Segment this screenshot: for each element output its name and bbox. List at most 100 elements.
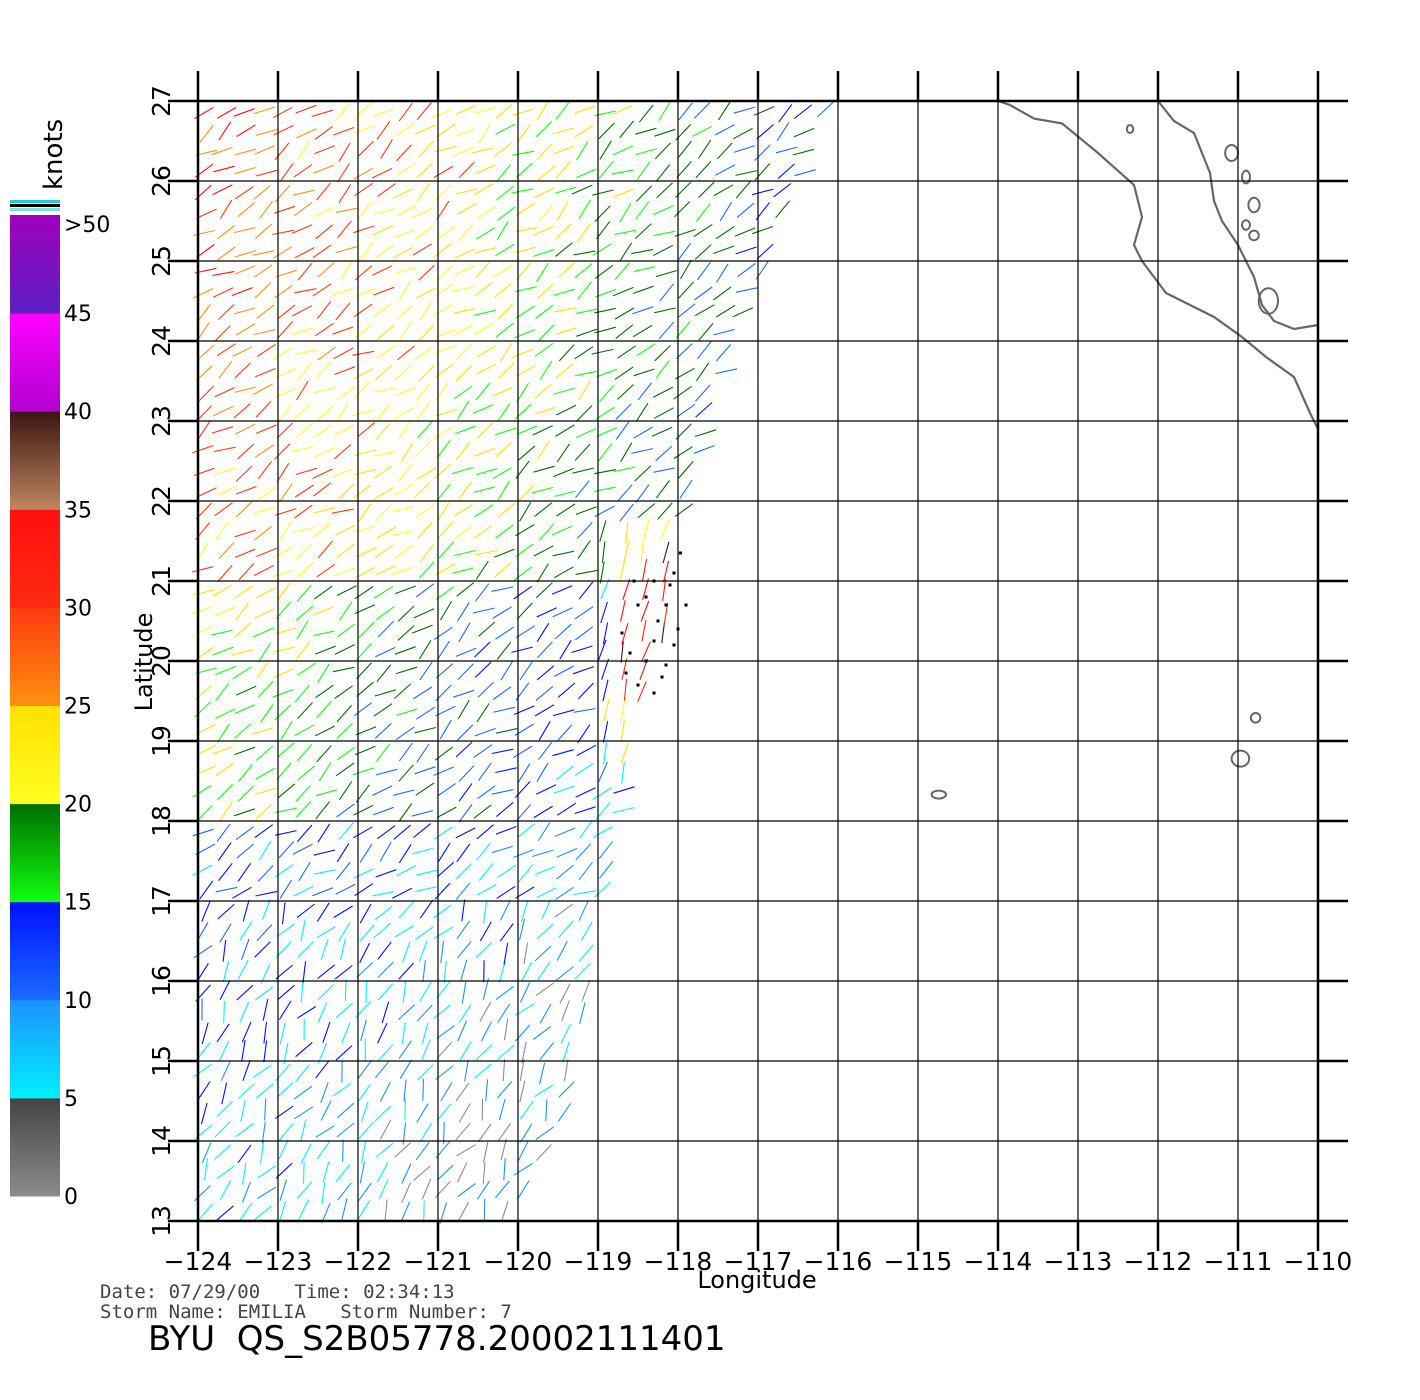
storm-center-dot <box>672 643 676 647</box>
wind-vector <box>217 723 230 743</box>
wind-vector <box>320 938 329 961</box>
wind-vector <box>411 624 433 634</box>
wind-vector <box>276 582 291 602</box>
wind-vector <box>598 443 613 462</box>
wind-vector <box>472 404 494 414</box>
wind-vector <box>251 727 274 735</box>
wind-vector <box>356 962 374 978</box>
wind-vector <box>437 521 454 539</box>
wind-vector <box>274 205 296 214</box>
wind-vector <box>536 101 549 121</box>
wind-vector <box>576 522 593 539</box>
wind-vector <box>513 585 533 600</box>
wind-vector <box>735 246 757 255</box>
wind-vector <box>376 526 397 539</box>
wind-vector <box>612 807 635 814</box>
wind-vector-field <box>191 101 834 1224</box>
latitude-tick-label: 15 <box>147 1045 176 1077</box>
wind-vector <box>500 1138 507 1161</box>
wind-vector <box>377 620 394 638</box>
wind-vector <box>199 124 214 143</box>
wind-vector <box>279 1022 286 1045</box>
wind-vector <box>497 206 516 221</box>
wind-vector <box>658 321 675 340</box>
wind-vector <box>212 646 234 656</box>
wind-vector <box>415 225 434 240</box>
wind-vector <box>454 549 476 557</box>
wind-vector <box>312 606 334 616</box>
wind-vector <box>314 725 336 737</box>
wind-vector <box>558 1081 575 1098</box>
wind-vector <box>475 227 496 240</box>
wind-vector <box>515 625 536 639</box>
wind-vector <box>416 402 431 421</box>
wind-vector <box>295 104 317 114</box>
wind-vector <box>592 189 614 196</box>
wind-vector <box>656 182 673 199</box>
wind-vector <box>273 546 294 558</box>
wind-vector <box>261 899 271 920</box>
wind-vector <box>264 1098 267 1121</box>
wind-vector <box>631 248 654 255</box>
wind-vector <box>515 305 535 319</box>
wind-vector <box>617 384 634 400</box>
wind-vector <box>493 548 515 558</box>
wind-vector <box>332 468 354 478</box>
longitude-tick-label: −117 <box>724 1247 793 1276</box>
wind-vector <box>617 484 633 502</box>
wind-vector <box>652 386 674 398</box>
wind-vector <box>394 925 414 938</box>
wind-vector <box>354 381 370 399</box>
wind-vector <box>732 307 754 318</box>
wind-vector <box>475 164 496 175</box>
wind-vector <box>554 827 576 838</box>
wind-vector <box>293 1085 313 1100</box>
wind-vector <box>619 202 632 223</box>
wind-vector <box>551 525 573 536</box>
wind-vector <box>263 1021 268 1044</box>
wind-vector <box>313 522 331 538</box>
wind-vector <box>217 903 235 920</box>
wind-vector <box>539 1042 555 1060</box>
latitude-tick-label: 17 <box>147 885 176 917</box>
wind-vector <box>215 708 236 719</box>
wind-vector <box>737 263 756 278</box>
wind-vector <box>480 1021 492 1042</box>
wind-vector <box>372 891 395 897</box>
wind-vector <box>659 519 670 541</box>
wind-vector <box>414 726 437 734</box>
wind-vector <box>519 502 532 522</box>
wind-vector <box>496 403 511 423</box>
wind-vector <box>777 163 795 180</box>
wind-vector <box>773 182 792 198</box>
wind-vector <box>433 165 454 179</box>
wind-vector <box>533 545 554 557</box>
wind-vector <box>256 587 277 598</box>
wind-vector <box>233 108 255 117</box>
wind-vector <box>437 225 456 240</box>
wind-vector <box>219 923 232 943</box>
wind-vector <box>237 1144 252 1164</box>
wind-vector <box>275 601 292 619</box>
wind-vector <box>458 1004 472 1024</box>
wind-vector <box>622 578 631 600</box>
wind-vector <box>203 1158 209 1181</box>
storm-center-dot <box>620 631 624 635</box>
wind-vector <box>276 1082 294 1098</box>
wind-vector <box>536 887 557 898</box>
wind-vector <box>277 321 294 339</box>
wind-vector <box>291 327 313 336</box>
wind-vector <box>452 146 474 157</box>
wind-vector <box>357 422 376 438</box>
wind-vector <box>254 223 273 240</box>
wind-vector <box>557 1103 572 1122</box>
wind-vector <box>297 263 313 281</box>
wind-vector <box>231 287 253 297</box>
wind-vector <box>193 944 213 959</box>
wind-vector <box>496 641 512 660</box>
wind-vector <box>234 249 257 258</box>
wind-vector <box>279 1179 288 1201</box>
wind-vector <box>496 164 511 183</box>
wind-vector <box>478 621 496 637</box>
wind-vector <box>533 465 555 473</box>
